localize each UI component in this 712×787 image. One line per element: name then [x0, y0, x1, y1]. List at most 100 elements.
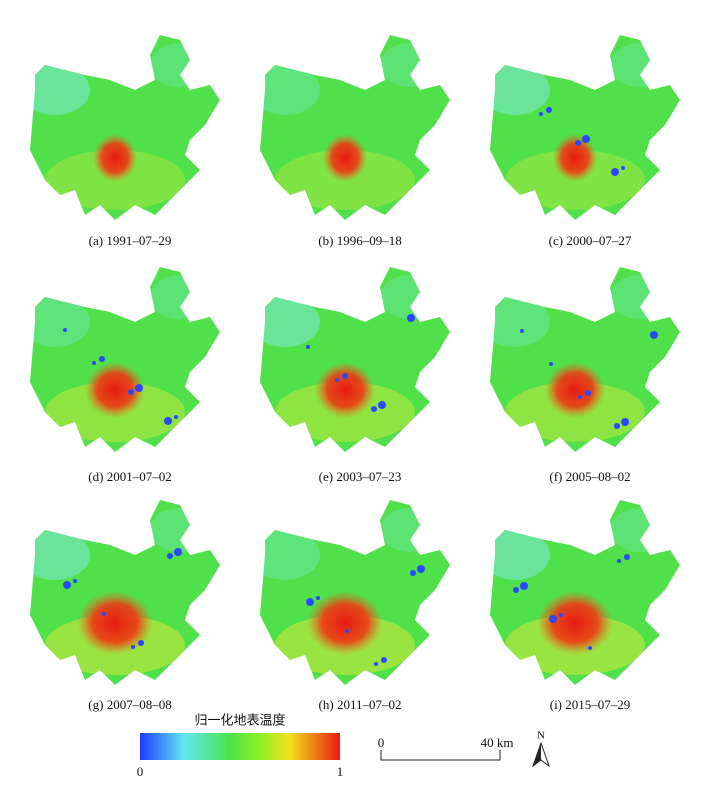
scale-end: 40 km [481, 735, 514, 750]
water-spot [374, 662, 378, 666]
water-spot [73, 579, 77, 583]
water-spot [63, 581, 71, 589]
legend-max: 1 [337, 764, 344, 779]
water-spot [345, 629, 349, 633]
map-panel: (h) 2011–07–02 [260, 500, 450, 712]
cool-zone [610, 275, 670, 319]
water-spot [342, 373, 348, 379]
legend-min: 0 [137, 764, 144, 779]
north-arrow-fill [533, 743, 541, 766]
urban-core [315, 362, 375, 418]
water-spot [614, 423, 620, 429]
water-spot [617, 559, 621, 563]
map-panel: (b) 1996–09–18 [260, 35, 450, 248]
cool-zone [380, 275, 440, 319]
cool-zone [490, 65, 550, 115]
panel-caption: (d) 2001–07–02 [88, 469, 171, 484]
urban-core [323, 134, 367, 182]
panel-caption: (f) 2005–08–02 [549, 469, 630, 484]
water-spot [513, 587, 519, 593]
urban-core [307, 591, 383, 655]
water-spot [588, 646, 592, 650]
water-spot [381, 657, 387, 663]
water-spot [559, 613, 563, 617]
cool-zone [260, 530, 320, 580]
urban-core [93, 134, 137, 182]
cool-zone [610, 508, 670, 552]
scale-start: 0 [378, 735, 385, 750]
cool-zone [610, 43, 670, 87]
panel-caption: (b) 1996–09–18 [318, 233, 401, 248]
panel-caption: (h) 2011–07–02 [319, 697, 402, 712]
cool-zone [490, 297, 550, 347]
water-spot [371, 406, 377, 412]
water-spot [624, 554, 630, 560]
map-panel: (g) 2007–08–08 [30, 500, 220, 712]
urban-core [77, 591, 153, 655]
water-spot [549, 615, 557, 623]
region-detail [490, 508, 670, 675]
legend-title: 归一化地表温度 [194, 713, 285, 729]
cool-zone [30, 65, 90, 115]
water-spot [92, 361, 96, 365]
water-spot [578, 395, 582, 399]
water-spot [316, 596, 320, 600]
panel-caption: (e) 2003–07–23 [319, 469, 402, 484]
water-spot [167, 553, 173, 559]
urban-core [553, 134, 597, 182]
water-spot [546, 107, 552, 113]
water-spot [417, 565, 425, 573]
water-spot [611, 168, 619, 176]
water-spot [582, 135, 590, 143]
cool-zone [260, 65, 320, 115]
water-spot [131, 645, 135, 649]
cool-zone [380, 508, 440, 552]
color-bar [140, 733, 340, 760]
map-panel: (d) 2001–07–02 [30, 267, 220, 484]
water-spot [650, 79, 654, 83]
water-spot [306, 598, 314, 606]
region-detail [260, 275, 440, 442]
water-spot [621, 166, 625, 170]
cool-zone [30, 530, 90, 580]
water-spot [174, 548, 182, 556]
water-spot [549, 362, 553, 366]
map-panel: (c) 2000–07–27 [490, 35, 680, 248]
water-spot [138, 640, 144, 646]
water-spot [520, 329, 524, 333]
urban-core [545, 362, 605, 418]
panel-caption: (g) 2007–08–08 [88, 697, 171, 712]
panel-caption: (i) 2015–07–29 [550, 697, 631, 712]
urban-core [537, 591, 613, 655]
map-panels: (a) 1991–07–29 (b) 1996–09–18 (c) 2000–07–… [30, 35, 680, 712]
water-spot [378, 401, 386, 409]
cool-zone [490, 530, 550, 580]
urban-core [85, 362, 145, 418]
water-spot [621, 418, 629, 426]
north-label: N [537, 730, 545, 742]
cool-zone [150, 43, 210, 87]
water-spot [410, 570, 416, 576]
water-spot [128, 389, 134, 395]
map-panel: (a) 1991–07–29 [30, 35, 220, 248]
water-spot [164, 417, 172, 425]
water-spot [539, 112, 543, 116]
water-spot [174, 415, 178, 419]
water-spot [575, 140, 581, 146]
water-spot [99, 356, 105, 362]
water-spot [335, 378, 339, 382]
water-spot [306, 345, 310, 349]
water-spot [585, 390, 591, 396]
water-spot [417, 312, 421, 316]
map-panel: (i) 2015–07–29 [490, 500, 680, 712]
water-spot [63, 328, 67, 332]
water-spot [520, 582, 528, 590]
panel-caption: (a) 1991–07–29 [89, 233, 172, 248]
panel-caption: (c) 2000–07–27 [549, 233, 632, 248]
scale-bar [380, 750, 501, 761]
water-spot [135, 384, 143, 392]
cool-zone [380, 43, 440, 87]
